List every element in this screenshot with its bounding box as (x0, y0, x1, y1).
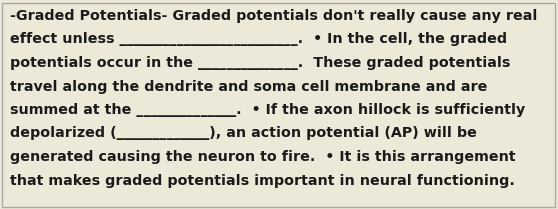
Text: -Graded Potentials- Graded potentials don't really cause any real: -Graded Potentials- Graded potentials do… (10, 9, 537, 23)
FancyBboxPatch shape (2, 3, 555, 207)
Text: generated causing the neuron to fire.  • It is this arrangement: generated causing the neuron to fire. • … (10, 150, 516, 164)
Text: effect unless _________________________.  • In the cell, the graded: effect unless _________________________.… (10, 33, 507, 46)
Text: depolarized (_____________), an action potential (AP) will be: depolarized (_____________), an action p… (10, 126, 477, 140)
Text: that makes graded potentials important in neural functioning.: that makes graded potentials important i… (10, 173, 515, 187)
Text: potentials occur in the ______________.  These graded potentials: potentials occur in the ______________. … (10, 56, 511, 70)
Text: travel along the dendrite and soma cell membrane and are: travel along the dendrite and soma cell … (10, 79, 487, 93)
Text: summed at the ______________.  • If the axon hillock is sufficiently: summed at the ______________. • If the a… (10, 103, 525, 117)
